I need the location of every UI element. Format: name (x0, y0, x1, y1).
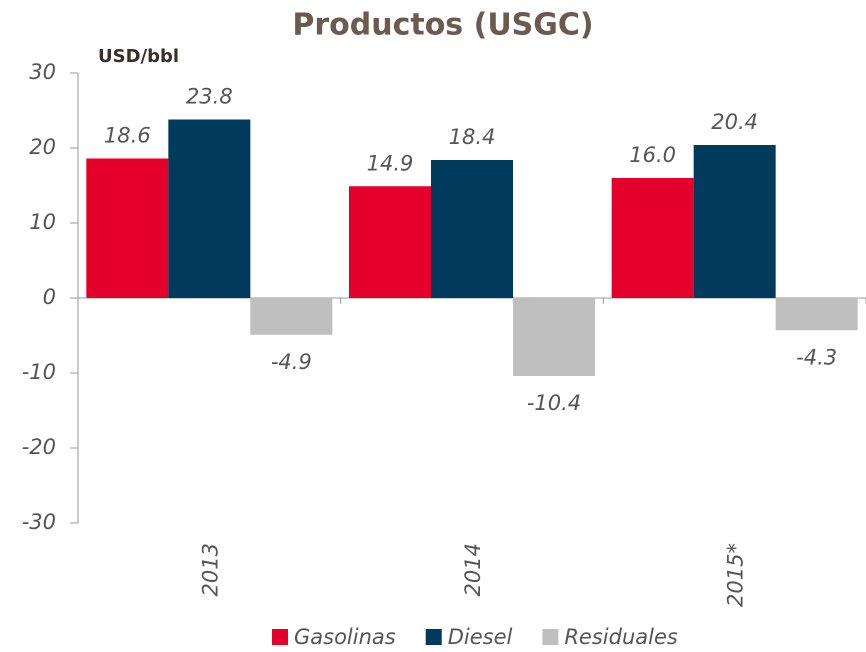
value-label: -10.4 (527, 391, 581, 415)
y-tick-label: 20 (29, 135, 56, 159)
y-axis-label: USD/bbl (98, 46, 179, 67)
y-tick-label: -30 (22, 510, 56, 534)
bar (86, 158, 169, 298)
legend-label: Gasolinas (294, 625, 396, 649)
y-tick-label: 30 (29, 60, 56, 84)
y-tick-label: 0 (43, 285, 56, 309)
bar (513, 298, 595, 376)
bar (431, 160, 513, 298)
value-label: 20.4 (711, 110, 758, 134)
value-label: 18.6 (104, 124, 151, 148)
chart-title: Productos (USGC) (292, 8, 593, 43)
bar (250, 298, 333, 335)
y-tick-label: -20 (22, 435, 56, 459)
y-tick-label: -10 (22, 360, 56, 384)
bar (775, 298, 858, 331)
legend-swatch (542, 629, 559, 645)
value-label: 18.4 (449, 125, 496, 149)
bar (168, 119, 251, 298)
bar (349, 186, 431, 298)
y-tick-label: 10 (29, 210, 56, 234)
legend-label: Diesel (448, 625, 513, 649)
bar (693, 145, 776, 298)
value-label: -4.9 (271, 350, 312, 374)
value-label: 23.8 (186, 85, 233, 109)
x-tick-label: 2015* (724, 543, 748, 607)
value-label: -4.3 (796, 345, 837, 369)
value-label: 16.0 (629, 143, 676, 167)
legend-label: Residuales (564, 625, 678, 649)
legend-swatch (425, 629, 442, 645)
bar (611, 178, 694, 298)
value-label: 14.9 (367, 151, 414, 175)
x-tick-label: 2013 (198, 543, 222, 596)
legend-swatch (272, 629, 288, 645)
x-tick-label: 2014 (461, 543, 485, 596)
